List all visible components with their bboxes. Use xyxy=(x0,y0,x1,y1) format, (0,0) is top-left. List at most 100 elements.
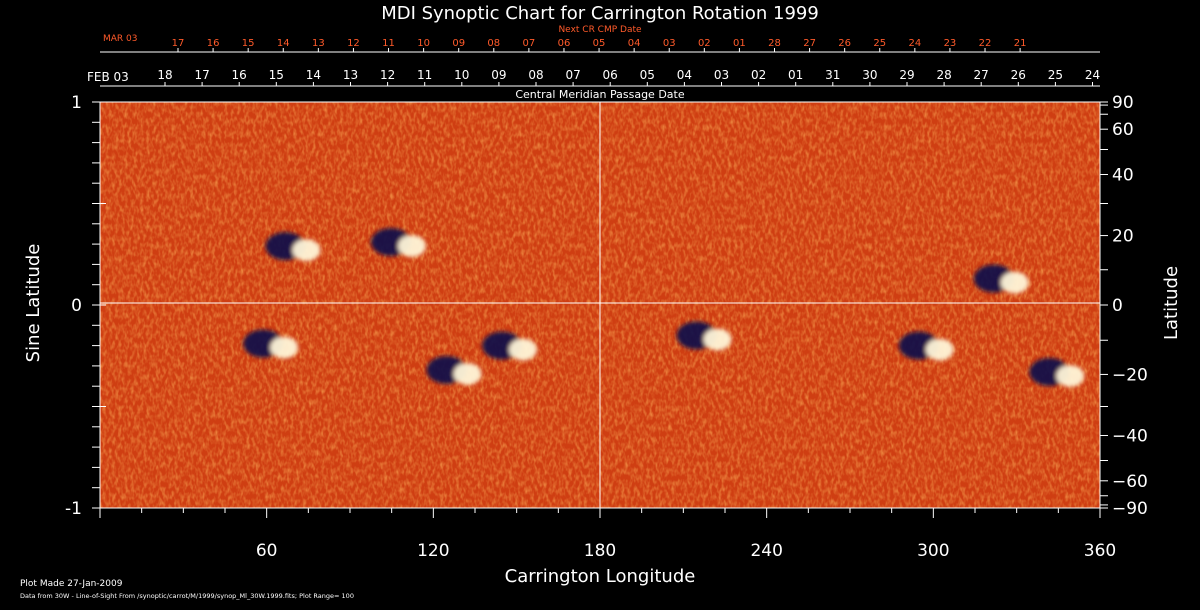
positive-polarity-patch xyxy=(292,239,321,262)
cmp-axis-tick-label: 09 xyxy=(452,38,465,49)
date-axis-tick-label: 11 xyxy=(417,68,432,82)
cmp-axis-tick-label: 17 xyxy=(172,38,185,49)
positive-polarity-patch xyxy=(398,235,426,258)
date-axis-tick-label: 29 xyxy=(899,68,914,82)
date-axis-tick-label: 02 xyxy=(751,68,766,82)
date-axis-tick-label: 15 xyxy=(269,68,284,82)
date-axis-tick-label: 13 xyxy=(343,68,358,82)
cmp-axis-tick-label: 14 xyxy=(277,38,290,49)
cmp-axis-tick-label: 06 xyxy=(558,38,571,49)
date-axis-tick-label: 30 xyxy=(862,68,877,82)
latitude-tick-label: 40 xyxy=(1112,166,1134,186)
sine-latitude-tick-label: 1 xyxy=(71,93,82,113)
date-axis-tick-label: 06 xyxy=(603,68,618,82)
longitude-tick-label: 180 xyxy=(584,541,616,561)
cmp-axis-tick-label: 22 xyxy=(979,38,992,49)
date-axis-tick-label: 16 xyxy=(232,68,247,82)
longitude-tick-label: 360 xyxy=(1084,541,1116,561)
y2-axis-label: Latitude xyxy=(1161,266,1182,340)
date-axis-start-label: FEB 03 xyxy=(87,70,129,84)
plot-made-note: Plot Made 27-Jan-2009 xyxy=(20,579,123,589)
cmp-axis-tick-label: 03 xyxy=(663,38,676,49)
cmp-axis-tick-label: 16 xyxy=(207,38,220,49)
date-axis-tick-label: 05 xyxy=(640,68,655,82)
active-region xyxy=(371,228,426,258)
cmp-axis-tick-label: 15 xyxy=(242,38,255,49)
latitude-tick-label: −40 xyxy=(1112,426,1148,446)
cmp-axis-tick-label: 13 xyxy=(312,38,325,49)
active-region xyxy=(898,331,954,361)
date-axis-tick-label: 14 xyxy=(306,68,321,82)
date-axis-tick-label: 10 xyxy=(454,68,469,82)
cmp-axis-tick-label: 25 xyxy=(873,38,886,49)
sine-latitude-tick-label: -1 xyxy=(65,499,82,519)
cmp-axis-tick-label: 12 xyxy=(347,38,360,49)
latitude-axis: 90 60 40 20 0 −20 −40 −60 −90 xyxy=(1100,93,1148,519)
cmp-axis-tick-label: 24 xyxy=(908,38,921,49)
active-region xyxy=(1029,357,1085,387)
active-region xyxy=(676,321,732,351)
date-axis-tick-label: 28 xyxy=(936,68,951,82)
longitude-tick-label: 300 xyxy=(917,541,949,561)
cmp-passage-axis: FEB 03 Central Meridian Passage Date 18 1… xyxy=(87,68,1100,101)
latitude-tick-label: 60 xyxy=(1112,120,1134,140)
cmp-axis-tick-label: 11 xyxy=(382,38,395,49)
cmp-axis-tick-label: 21 xyxy=(1014,38,1027,49)
cmp-axis-tick-label: 23 xyxy=(944,38,957,49)
cmp-axis-tick-label: 26 xyxy=(838,38,851,49)
cmp-axis-tick-label: 27 xyxy=(803,38,816,49)
cmp-axis-tick-label: 04 xyxy=(628,38,641,49)
latitude-tick-label: −20 xyxy=(1112,365,1148,385)
cmp-date-axis: Next CR CMP Date MAR 03 17 16 15 14 13 12 11 10… xyxy=(100,25,1100,53)
date-axis-tick-label: 03 xyxy=(714,68,729,82)
date-axis-tick-label: 27 xyxy=(974,68,989,82)
sine-latitude-axis: 1 0 -1 xyxy=(65,93,106,519)
latitude-tick-label: 0 xyxy=(1112,296,1123,316)
date-axis-tick-label: 31 xyxy=(825,68,840,82)
data-source-note: Data from 30W - Line-of-Sight From /syno… xyxy=(20,592,354,600)
latitude-tick-label: −60 xyxy=(1112,472,1148,492)
active-region xyxy=(973,264,1029,294)
latitude-tick-label: 20 xyxy=(1112,227,1134,247)
longitude-axis: 60 120 180 240 300 360 xyxy=(99,508,1116,561)
date-axis-tick-label: 24 xyxy=(1085,68,1100,82)
cmp-axis-start-label: MAR 03 xyxy=(103,34,138,44)
active-region xyxy=(426,355,482,385)
cmp-axis-tick-label: 28 xyxy=(768,38,781,49)
positive-polarity-patch xyxy=(270,336,299,359)
date-axis-tick-label: 09 xyxy=(491,68,506,82)
longitude-tick-label: 240 xyxy=(750,541,782,561)
positive-polarity-patch xyxy=(703,328,732,351)
positive-polarity-patch xyxy=(925,338,954,361)
y-axis-label: Sine Latitude xyxy=(23,244,44,363)
cmp-axis-label: Next CR CMP Date xyxy=(558,25,642,35)
latitude-tick-label: −90 xyxy=(1112,499,1148,519)
positive-polarity-patch xyxy=(453,362,482,385)
magnetogram-map xyxy=(100,102,1100,508)
active-region xyxy=(482,331,538,361)
positive-polarity-patch xyxy=(509,338,538,361)
x-axis-label: Carrington Longitude xyxy=(505,566,696,587)
date-axis-tick-label: 17 xyxy=(194,68,209,82)
cmp-axis-tick-label: 07 xyxy=(523,38,536,49)
date-axis-label: Central Meridian Passage Date xyxy=(515,88,684,101)
active-region xyxy=(243,329,299,359)
positive-polarity-patch xyxy=(1000,271,1029,294)
date-axis-tick-label: 07 xyxy=(565,68,580,82)
cmp-axis-tick-label: 05 xyxy=(593,38,606,49)
date-axis-tick-label: 12 xyxy=(380,68,395,82)
date-axis-tick-label: 18 xyxy=(157,68,172,82)
latitude-tick-label: 90 xyxy=(1112,93,1134,113)
chart-title: MDI Synoptic Chart for Carrington Rotati… xyxy=(381,3,819,24)
active-region xyxy=(265,232,321,262)
cmp-axis-tick-label: 08 xyxy=(487,38,500,49)
positive-polarity-patch xyxy=(1056,364,1085,387)
date-axis-tick-label: 25 xyxy=(1048,68,1063,82)
date-axis-tick-label: 04 xyxy=(677,68,692,82)
sine-latitude-tick-label: 0 xyxy=(71,296,82,316)
cmp-axis-tick-label: 01 xyxy=(733,38,746,49)
longitude-tick-label: 120 xyxy=(417,541,449,561)
date-axis-tick-label: 01 xyxy=(788,68,803,82)
longitude-tick-label: 60 xyxy=(256,541,278,561)
